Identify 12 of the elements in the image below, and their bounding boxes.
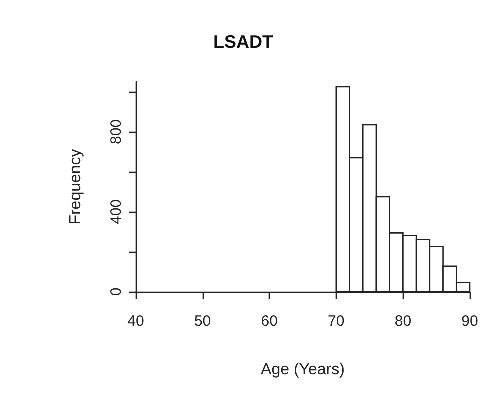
y-tick-label: 800	[108, 119, 125, 145]
chart-title: LSADT	[214, 32, 274, 52]
x-tick-label: 90	[462, 313, 478, 330]
x-tick-label: 80	[394, 313, 412, 330]
x-tick-label: 60	[261, 313, 278, 330]
y-tick-label: 400	[108, 199, 125, 225]
y-tick-label: 0	[108, 288, 125, 296]
x-tick-label: 70	[328, 313, 345, 330]
x-tick-label: 50	[194, 313, 212, 330]
x-axis-title: Age (Years)	[261, 362, 345, 378]
y-axis-title: Frequency	[68, 149, 84, 225]
x-tick-label: 40	[128, 313, 144, 330]
